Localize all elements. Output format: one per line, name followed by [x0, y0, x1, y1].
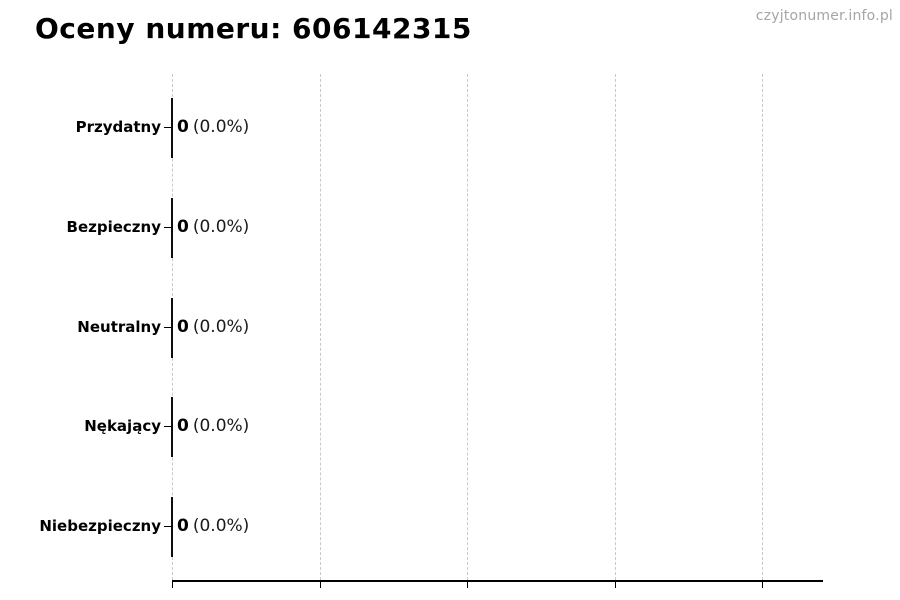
gridline [467, 74, 468, 580]
x-tick [319, 582, 321, 588]
watermark: czyjtonumer.info.pl [755, 8, 893, 24]
category-label: Bezpieczny [66, 218, 161, 236]
category-label: Nękający [84, 417, 161, 435]
x-tick [762, 582, 763, 588]
gridline [762, 74, 763, 580]
y-axis-tick [164, 526, 172, 527]
chart-title: Oceny numeru: 606142315 [35, 12, 472, 45]
zero-value-bar [171, 397, 173, 457]
value-label: 0 (0.0%) [177, 117, 249, 137]
value-count: 0 [177, 117, 189, 137]
zero-value-bar [171, 497, 173, 557]
x-tick [172, 582, 173, 588]
value-label: 0 (0.0%) [177, 516, 249, 536]
gridline [319, 74, 321, 580]
value-count: 0 [177, 317, 189, 337]
value-percent: (0.0%) [192, 317, 250, 337]
gridline [614, 74, 616, 580]
x-axis-line [172, 580, 823, 582]
value-percent: (0.0%) [192, 416, 250, 436]
value-percent: (0.0%) [192, 217, 250, 237]
y-axis-tick [164, 227, 172, 228]
value-label: 0 (0.0%) [177, 217, 249, 237]
value-percent: (0.0%) [192, 117, 250, 137]
y-axis-tick [164, 327, 172, 328]
value-label: 0 (0.0%) [177, 416, 249, 436]
category-label: Przydatny [75, 118, 161, 136]
value-percent: (0.0%) [192, 516, 250, 536]
category-label: Neutralny [77, 318, 161, 336]
x-tick [467, 582, 468, 588]
value-count: 0 [177, 516, 189, 536]
x-tick [614, 582, 616, 588]
category-label: Niebezpieczny [39, 517, 161, 535]
value-label: 0 (0.0%) [177, 317, 249, 337]
y-axis-tick [164, 127, 172, 128]
zero-value-bar [171, 298, 173, 358]
y-axis-tick [164, 426, 172, 427]
value-count: 0 [177, 416, 189, 436]
value-count: 0 [177, 217, 189, 237]
zero-value-bar [171, 98, 173, 158]
zero-value-bar [171, 198, 173, 258]
